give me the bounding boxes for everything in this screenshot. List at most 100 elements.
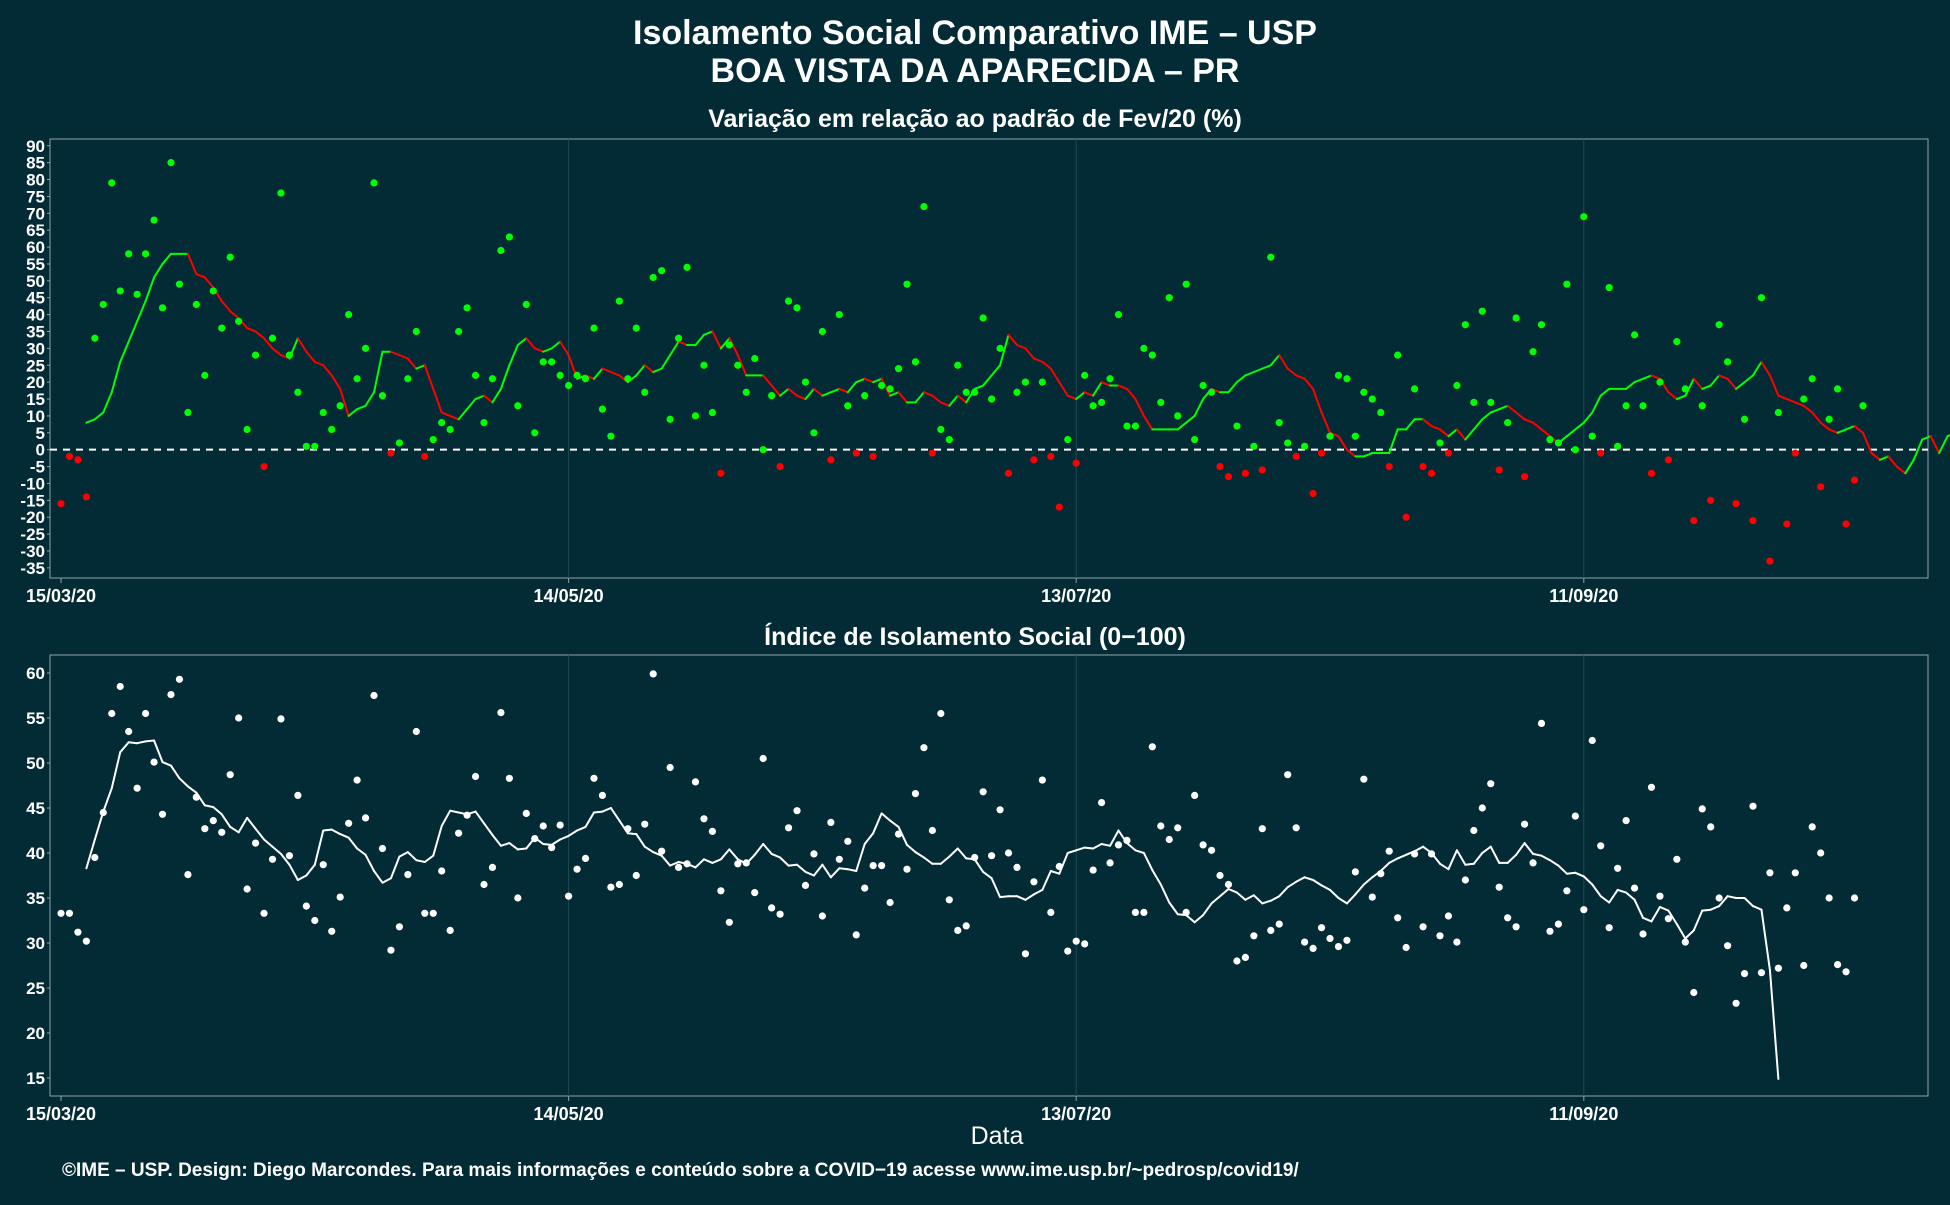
data-point: [573, 865, 581, 873]
moving-average-segment: [1481, 845, 1492, 854]
data-point: [1360, 388, 1368, 396]
moving-average-segment: [660, 854, 672, 867]
moving-average-segment: [1235, 891, 1247, 901]
moving-average-segment: [1887, 455, 1898, 468]
moving-average-segment: [356, 404, 367, 411]
moving-average-segment: [1565, 428, 1577, 438]
moving-average-segment: [1185, 414, 1196, 424]
data-point: [666, 415, 674, 423]
moving-average-segment: [982, 870, 993, 880]
y-tick-label: 25: [26, 979, 45, 998]
data-point: [861, 392, 869, 400]
data-point: [1537, 719, 1546, 728]
data-point: [328, 425, 336, 434]
moving-average-segment: [643, 364, 655, 374]
data-point: [1639, 930, 1647, 938]
data-point: [556, 371, 564, 379]
data-point: [192, 793, 200, 801]
moving-average-segment: [1024, 893, 1035, 901]
moving-average-segment: [1684, 377, 1695, 397]
moving-average-segment: [271, 347, 282, 357]
moving-average-segment: [1760, 360, 1771, 377]
data-point: [1504, 914, 1512, 922]
moving-average-segment: [1202, 902, 1213, 917]
moving-average-segment: [144, 739, 156, 743]
moving-average-segment: [466, 398, 477, 411]
moving-average-segment: [449, 809, 460, 814]
moving-average-segment: [1049, 367, 1061, 384]
moving-average-segment: [389, 855, 401, 880]
moving-average-segment: [1261, 899, 1272, 905]
data-point: [209, 287, 217, 295]
data-point: [91, 853, 99, 862]
data-point: [522, 809, 530, 818]
moving-average-segment: [609, 807, 621, 822]
moving-average-segment: [432, 387, 443, 414]
data-point: [937, 709, 945, 718]
data-point: [1817, 483, 1825, 491]
moving-average-segment: [1938, 435, 1949, 455]
moving-average-segment: [1134, 849, 1145, 854]
data-point: [201, 371, 209, 379]
data-point: [1461, 321, 1469, 329]
data-point: [1106, 375, 1114, 383]
bottom-panel-points: [57, 670, 1859, 1007]
data-point: [463, 811, 471, 819]
moving-average-segment: [1768, 969, 1780, 1080]
moving-average-segment: [296, 337, 308, 353]
y-tick-label: -35: [20, 559, 45, 578]
moving-average-segment: [1701, 384, 1712, 390]
moving-average-segment: [1582, 875, 1594, 886]
y-tick-label: 60: [26, 238, 45, 257]
moving-average-segment: [711, 330, 722, 350]
moving-average-segment: [356, 847, 367, 856]
data-point: [1131, 908, 1140, 917]
data-point: [125, 250, 133, 258]
moving-average-segment: [186, 252, 198, 276]
data-point: [810, 429, 818, 437]
data-point: [784, 824, 793, 832]
moving-average-segment: [432, 825, 443, 857]
moving-average-segment: [1227, 381, 1238, 394]
data-point: [1546, 927, 1554, 935]
data-point: [539, 822, 547, 830]
moving-average-segment: [1726, 377, 1738, 390]
moving-average-segment: [889, 819, 900, 828]
data-point: [1385, 847, 1393, 855]
moving-average-segment: [1337, 897, 1348, 905]
x-tick-label: 14/05/20: [534, 1104, 604, 1124]
moving-average-segment: [203, 804, 215, 809]
moving-average-segment: [1329, 888, 1340, 899]
data-point: [674, 863, 683, 872]
data-point: [1419, 462, 1427, 471]
moving-average-segment: [990, 877, 1002, 899]
data-point: [1326, 934, 1334, 943]
moving-average-segment: [499, 842, 511, 847]
moving-average-segment: [1058, 381, 1069, 397]
moving-average-segment: [956, 394, 968, 404]
y-tick-label: 10: [26, 407, 45, 426]
data-point: [497, 709, 505, 717]
data-point: [1148, 351, 1156, 359]
moving-average-segment: [423, 364, 435, 390]
data-point: [734, 361, 742, 369]
moving-average-segment: [880, 812, 892, 822]
data-point: [776, 462, 784, 471]
moving-average-segment: [93, 810, 105, 841]
data-point: [1495, 883, 1503, 891]
moving-average-segment: [1946, 434, 1950, 438]
data-point: [235, 317, 243, 325]
data-point: [1317, 449, 1326, 457]
data-point: [1123, 836, 1131, 845]
data-point: [108, 179, 116, 187]
data-point: [1580, 213, 1588, 221]
data-point: [1224, 473, 1233, 481]
moving-average-segment: [1159, 883, 1171, 904]
data-point: [1495, 466, 1503, 474]
y-tick-label: 50: [26, 272, 45, 291]
x-tick-label: 11/09/20: [1549, 1104, 1618, 1124]
moving-average-segment: [990, 364, 1002, 377]
data-point: [641, 820, 649, 828]
moving-average-segment: [1193, 914, 1205, 924]
moving-average-segment: [373, 870, 384, 884]
